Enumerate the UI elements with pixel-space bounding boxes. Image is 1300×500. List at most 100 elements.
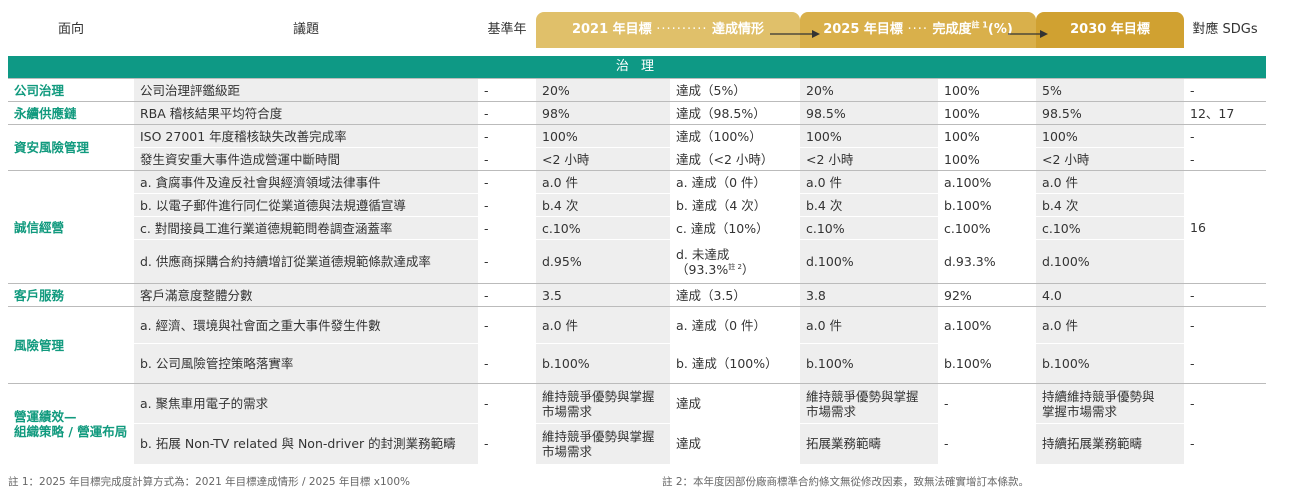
target-2025-cell: 3.8 <box>800 283 938 307</box>
baseline-cell: - <box>478 193 536 217</box>
table-row: b. 以電子郵件進行同仁從業道德與法規遵循宣導 - b.4 次 b. 達成（4 … <box>8 193 1266 217</box>
baseline-cell: - <box>478 423 536 464</box>
completion-cell: 100% <box>938 147 1036 171</box>
header-2021-status: 達成情形 <box>712 22 765 37</box>
cell-line: 市場需求 <box>542 443 593 459</box>
sdg-cell: - <box>1184 383 1266 424</box>
topic-cell: d. 供應商採購合約持續增訂從業道德規範條款達成率 <box>134 239 478 284</box>
completion-cell: 92% <box>938 283 1036 307</box>
section-label-line: 營運績效— <box>14 408 77 424</box>
baseline-cell: - <box>478 170 536 194</box>
target-2021-cell: <2 小時 <box>536 147 670 171</box>
table-row: 客戶服務 客戶滿意度整體分數 - 3.5 達成（3.5） 3.8 92% 4.0… <box>8 283 1266 307</box>
target-2030-cell: d.100% <box>1036 239 1184 284</box>
target-2021-cell: 98% <box>536 101 670 125</box>
target-2025-cell: 98.5% <box>800 101 938 125</box>
completion-cell: d.93.3% <box>938 239 1036 284</box>
section-label: 誠信經營 <box>8 170 134 284</box>
header-topic: 議題 <box>292 22 319 37</box>
target-2030-cell: 5% <box>1036 78 1184 102</box>
target-2025-cell: a.0 件 <box>800 170 938 194</box>
table-row: 發生資安重大事件造成營運中斷時間 - <2 小時 達成（<2 小時） <2 小時… <box>8 147 1266 171</box>
dotted-connector-icon: ·········· <box>656 22 708 37</box>
cell-line: 掌握市場需求 <box>1042 403 1118 419</box>
baseline-cell: - <box>478 239 536 284</box>
baseline-cell: - <box>478 306 536 344</box>
target-2030-cell: 100% <box>1036 124 1184 148</box>
target-2025-cell: c.10% <box>800 216 938 240</box>
cell-line: 持續維持競爭優勢與 <box>1042 388 1155 404</box>
status-cell: 達成（100%） <box>670 124 800 148</box>
target-2021-cell: 20% <box>536 78 670 102</box>
sdg-cell: - <box>1184 306 1266 344</box>
sdg-cell: - <box>1184 423 1266 464</box>
section-label-line: 組織策略 / 營運布局 <box>14 423 128 439</box>
target-2021-cell: a.0 件 <box>536 170 670 194</box>
topic-cell: 發生資安重大事件造成營運中斷時間 <box>134 147 478 171</box>
status-cell: d. 未達成 （93.3%註 2） <box>670 239 800 284</box>
completion-cell: a.100% <box>938 170 1036 194</box>
table-row: 永續供應鏈 RBA 稽核結果平均符合度 - 98% 達成（98.5%） 98.5… <box>8 101 1266 125</box>
status-cell: 達成 <box>670 383 800 424</box>
baseline-cell: - <box>478 383 536 424</box>
table-row: b. 公司風險管控策略落實率 - b.100% b. 達成（100%） b.10… <box>8 343 1266 384</box>
footnote-2: 註 2：本年度因部份廠商標準合約條文無從修改因素，致無法確實增訂本條款。 <box>662 476 1030 488</box>
target-2021-cell: b.4 次 <box>536 193 670 217</box>
target-2021-cell: c.10% <box>536 216 670 240</box>
header-completion: 完成度 <box>932 22 972 37</box>
target-2025-cell: b.4 次 <box>800 193 938 217</box>
table-row: 誠信經營 a. 貪腐事件及違反社會與經濟領域法律事件 - a.0 件 a. 達成… <box>8 170 1266 284</box>
governance-table-figure: 面向 議題 基準年 2021 年目標 ·········· 達成情形 2025 … <box>8 8 1266 464</box>
header-2030-target: 2030 年目標 <box>1036 12 1184 48</box>
section-label: 公司治理 <box>8 78 134 102</box>
status-cell: 達成 <box>670 423 800 464</box>
baseline-cell: - <box>478 216 536 240</box>
sdg-cell: - <box>1184 78 1266 102</box>
arrow-right-icon <box>1008 30 1048 38</box>
header-2021-group: 2021 年目標 ·········· 達成情形 <box>536 12 800 48</box>
completion-cell: c.100% <box>938 216 1036 240</box>
section-label: 客戶服務 <box>8 283 134 307</box>
table-row: c. 對間接員工進行業道德規範問卷調查涵蓋率 - c.10% c. 達成（10%… <box>8 216 1266 240</box>
cell-line: 維持競爭優勢與掌握 <box>806 388 919 404</box>
baseline-cell: - <box>478 283 536 307</box>
status-cell: a. 達成（0 件） <box>670 170 800 194</box>
target-2030-cell: b.100% <box>1036 343 1184 384</box>
dotted-connector-icon: ···· <box>907 22 928 37</box>
sdg-cell: - <box>1184 343 1266 384</box>
table-row: b. 拓展 Non-TV related 與 Non-driver 的封測業務範… <box>8 423 1266 464</box>
target-2030-cell: 持續拓展業務範疇 <box>1036 423 1184 464</box>
cell-line: 維持競爭優勢與掌握 <box>542 428 655 444</box>
governance-band: 治 理 <box>8 56 1266 78</box>
target-2030-cell: 4.0 <box>1036 283 1184 307</box>
status-cell: 達成（98.5%） <box>670 101 800 125</box>
completion-cell: - <box>938 423 1036 464</box>
status-cell: 達成（3.5） <box>670 283 800 307</box>
section-label: 營運績效— 組織策略 / 營運布局 <box>8 383 134 464</box>
completion-cell: a.100% <box>938 306 1036 344</box>
cell-line: 市場需求 <box>806 403 857 419</box>
cell-line: 市場需求 <box>542 403 593 419</box>
header-2025-target: 2025 年目標 <box>823 22 903 37</box>
sdg-cell: - <box>1184 124 1266 148</box>
status-cell: a. 達成（0 件） <box>670 306 800 344</box>
completion-cell: 100% <box>938 101 1036 125</box>
header-2025-group: 2025 年目標 ···· 完成度註 1(%) <box>800 12 1036 48</box>
target-2021-cell: b.100% <box>536 343 670 384</box>
target-2030-cell: 持續維持競爭優勢與 掌握市場需求 <box>1036 383 1184 424</box>
header-sdgs: 對應 SDGs <box>1192 22 1258 37</box>
governance-table: 公司治理 公司治理評鑑級距 - 20% 達成（5%） 20% 100% 5% -… <box>8 78 1266 464</box>
completion-cell: b.100% <box>938 343 1036 384</box>
baseline-cell: - <box>478 78 536 102</box>
table-header: 面向 議題 基準年 2021 年目標 ·········· 達成情形 2025 … <box>8 8 1266 48</box>
table-row: 公司治理 公司治理評鑑級距 - 20% 達成（5%） 20% 100% 5% - <box>8 78 1266 102</box>
topic-cell: RBA 稽核結果平均符合度 <box>134 101 478 125</box>
target-2021-cell: 維持競爭優勢與掌握 市場需求 <box>536 383 670 424</box>
section-label: 資安風險管理 <box>8 124 134 171</box>
baseline-cell: - <box>478 147 536 171</box>
status-note: 註 2 <box>728 262 742 271</box>
target-2030-cell: a.0 件 <box>1036 170 1184 194</box>
target-2021-cell: 3.5 <box>536 283 670 307</box>
sdg-cell: - <box>1184 147 1266 171</box>
target-2025-cell: 拓展業務範疇 <box>800 423 938 464</box>
